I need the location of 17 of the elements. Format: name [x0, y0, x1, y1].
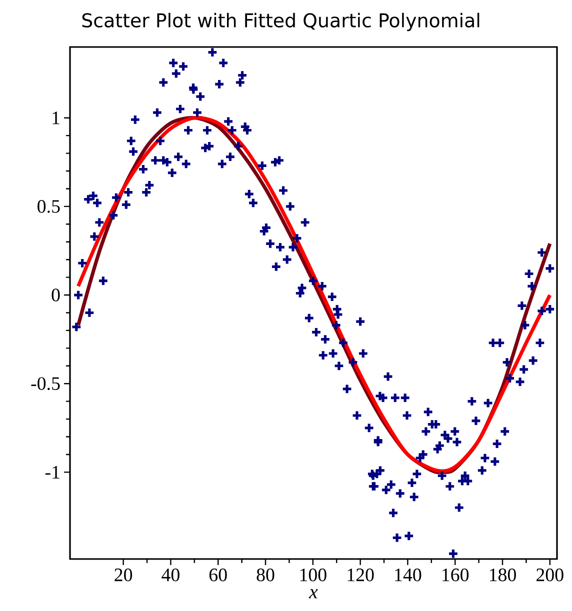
- y-tick-label: -0.5: [31, 377, 60, 390]
- chart-title: Scatter Plot with Fitted Quartic Polynomial: [82, 12, 480, 32]
- y-tick-label: 0: [52, 288, 60, 302]
- x-axis-title: x: [308, 589, 318, 598]
- x-tick-label: 120: [348, 568, 374, 582]
- x-tick-label: 140: [395, 568, 422, 582]
- x-tick-label: 20: [114, 568, 132, 582]
- x-tick-label: 160: [442, 568, 469, 582]
- y-tick-label: 1: [52, 112, 60, 124]
- x-tick-label: 40: [162, 568, 180, 582]
- x-tick-label: 200: [536, 568, 564, 582]
- x-tick-label: 60: [209, 568, 227, 582]
- x-tick-label: 180: [490, 568, 516, 582]
- y-tick-label: 0.5: [38, 200, 60, 213]
- y-tick-label: -1: [45, 466, 60, 478]
- x-tick-label: 80: [256, 568, 274, 582]
- x-tick-label: 100: [300, 568, 326, 582]
